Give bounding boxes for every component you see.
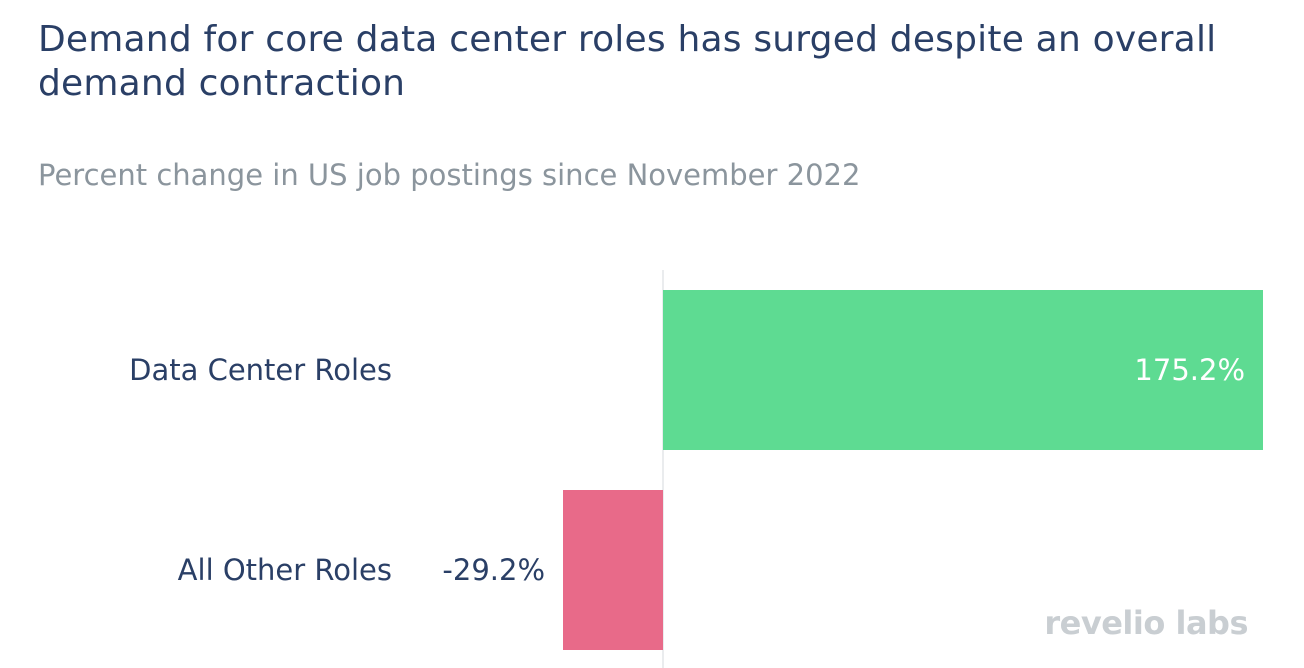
data-label: 175.2% [1134,353,1245,387]
bar-data-center-roles [663,290,1263,450]
chart-subtitle: Percent change in US job postings since … [38,158,861,192]
data-label: -29.2% [442,553,545,587]
category-label: Data Center Roles [129,353,392,387]
chart-title: Demand for core data center roles has su… [38,19,1217,104]
revelio-labs-logo: revelio labs [1044,604,1248,642]
category-label: All Other Roles [178,553,392,587]
bar-all-other-roles [563,490,663,650]
